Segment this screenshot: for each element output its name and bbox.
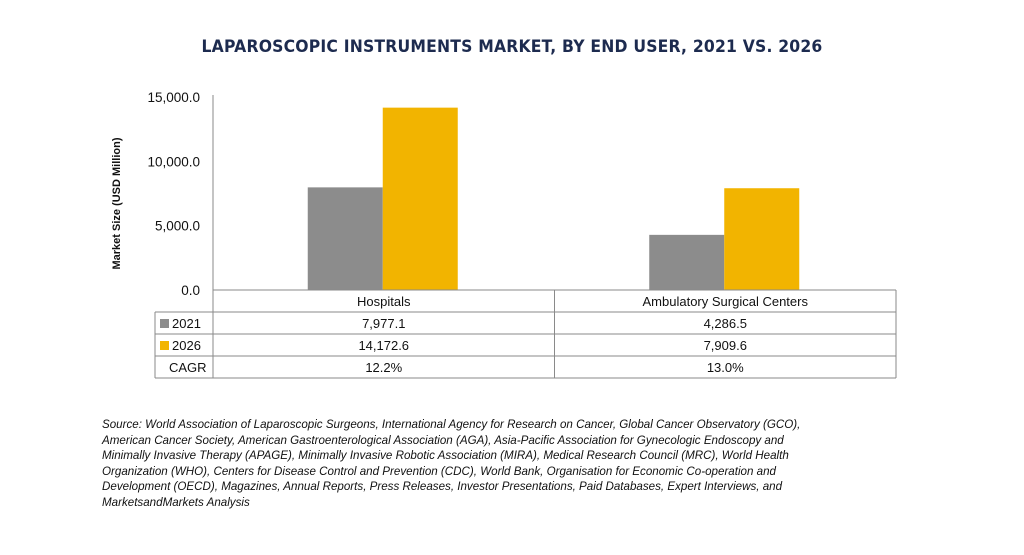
data-label: 14,172.6 <box>358 338 409 353</box>
legend-label: 2026 <box>172 338 201 353</box>
y-tick-label: 15,000.0 <box>147 90 200 105</box>
bar-2026-ambulatory-surgical-centers <box>724 188 800 290</box>
y-tick-label: 5,000.0 <box>155 219 200 234</box>
source-line: Organization (WHO), Centers for Disease … <box>102 464 777 478</box>
bar-2021-hospitals <box>307 187 383 290</box>
source-line: Minimally Invasive Therapy (APAGE), Mini… <box>102 449 789 463</box>
y-tick-label: 0.0 <box>181 283 200 298</box>
cagr-value: 12.2% <box>365 360 402 375</box>
table-row-label: CAGR <box>169 360 207 375</box>
category-label: Hospitals <box>357 294 411 309</box>
legend-swatch-2021 <box>160 319 169 328</box>
legend-swatch-2026 <box>160 341 169 350</box>
source-line: MarketsandMarkets Analysis <box>102 495 250 509</box>
cagr-value: 13.0% <box>707 360 744 375</box>
data-label: 7,909.6 <box>704 338 747 353</box>
y-tick-label: 10,000.0 <box>147 154 200 169</box>
source-line: Development (OECD), Magazines, Annual Re… <box>102 480 783 494</box>
y-axis-title: Market Size (USD Million) <box>111 137 123 269</box>
bar-2026-hospitals <box>382 107 458 291</box>
source-line: American Cancer Society, American Gastro… <box>102 433 784 447</box>
bar-2021-ambulatory-surgical-centers <box>649 234 725 290</box>
category-label: Ambulatory Surgical Centers <box>643 294 809 309</box>
data-label: 4,286.5 <box>704 316 747 331</box>
bar-chart: 0.0 5,000.0 10,000.0 15,000.0 Market Size (U… <box>111 90 897 379</box>
data-label: 7,977.1 <box>362 316 405 331</box>
source-note: Source: World Association of Laparoscopi… <box>102 417 922 511</box>
chart-title: LAPAROSCOPIC INSTRUMENTS MARKET, BY END … <box>201 37 823 57</box>
legend-label: 2021 <box>172 316 201 331</box>
source-line: Source: World Association of Laparoscopi… <box>102 418 801 431</box>
